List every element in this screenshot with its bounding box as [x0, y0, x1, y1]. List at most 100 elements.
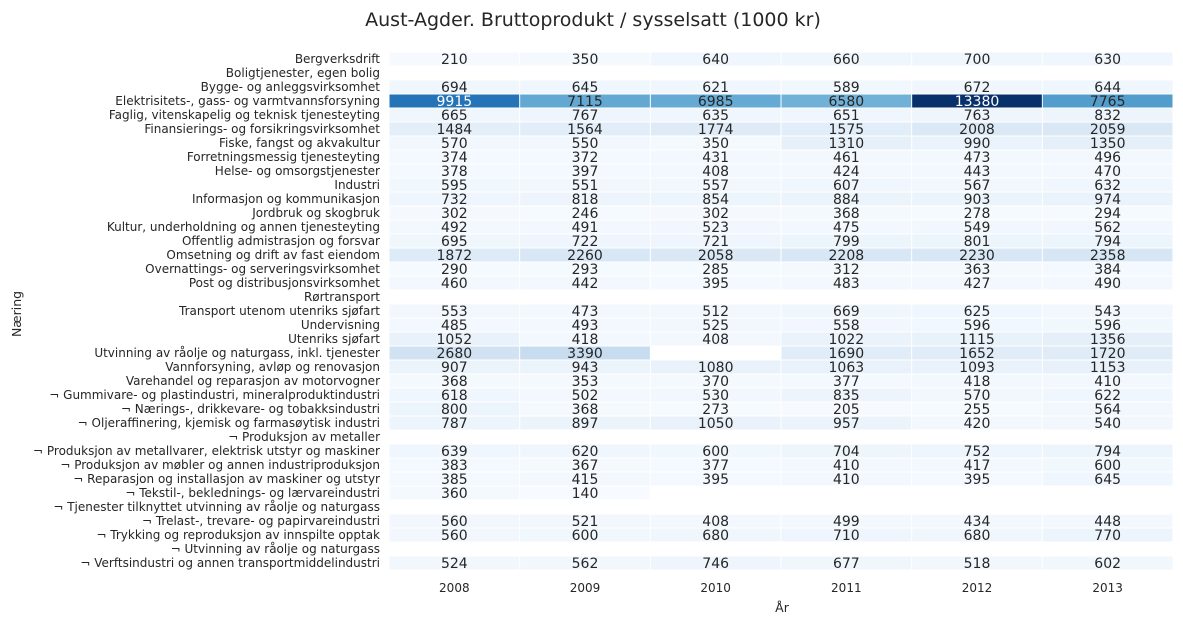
heatmap-cell [1042, 304, 1173, 318]
cell-value-label: 290 [441, 262, 468, 278]
cell-value-label: 551 [572, 178, 599, 194]
heatmap-cell [781, 472, 912, 486]
heatmap-cell [1042, 388, 1173, 402]
heatmap-cell [389, 472, 520, 486]
cell-value-label: 607 [833, 178, 860, 194]
cell-value-label: 1356 [1090, 332, 1126, 348]
cell-value-label: 907 [441, 360, 468, 376]
cell-value-label: 427 [964, 276, 991, 292]
cell-value-label: 397 [572, 164, 599, 180]
cell-value-label: 562 [572, 556, 599, 572]
cell-value-label: 448 [1094, 514, 1121, 530]
cell-value-label: 525 [702, 318, 729, 334]
cell-value-label: 521 [572, 514, 599, 530]
y-tick-label: Varehandel og reparasjon av motorvogner [126, 374, 380, 388]
heatmap-cell [389, 388, 520, 402]
y-tick-label: Jordbruk og skogbruk [251, 206, 380, 220]
cell-value-label: 418 [964, 374, 991, 390]
heatmap-cell [650, 556, 781, 570]
y-tick-label: ¬ Produksjon av møbler og annen industri… [60, 458, 380, 472]
heatmap-cell [650, 80, 781, 94]
heatmap-cell [912, 136, 1042, 150]
y-tick-label: ¬ Tekstil-, beklednings- og lærvareindus… [125, 486, 380, 500]
heatmap-cell [781, 528, 912, 542]
cell-value-label: 799 [833, 234, 860, 250]
cell-value-label: 410 [833, 472, 860, 488]
cell-value-label: 1350 [1090, 136, 1126, 152]
cell-value-label: 651 [833, 108, 860, 124]
cell-value-label: 470 [1094, 164, 1121, 180]
heatmap-cell [912, 164, 1042, 178]
heatmap-cell [912, 262, 1042, 276]
cell-value-label: 395 [964, 472, 991, 488]
cell-value-label: 632 [1094, 178, 1121, 194]
cell-value-label: 360 [441, 486, 468, 502]
heatmap-cell [781, 388, 912, 402]
heatmap-cell [520, 416, 650, 430]
y-axis-title: Næring [9, 291, 24, 337]
cell-value-label: 491 [572, 220, 599, 236]
cell-value-label: 2008 [959, 122, 995, 138]
cell-value-label: 9915 [437, 94, 473, 110]
cell-value-label: 680 [964, 528, 991, 544]
cell-value-label: 1564 [567, 122, 603, 138]
heatmap-cell [912, 528, 1042, 542]
cell-value-label: 293 [572, 262, 599, 278]
cell-value-label: 557 [702, 178, 729, 194]
y-tick-label: ¬ Utvinning av råolje og naturgass [171, 542, 380, 556]
cell-value-label: 801 [964, 234, 991, 250]
heatmap-cell [650, 248, 781, 262]
cell-value-label: 512 [702, 304, 729, 320]
heatmap-cell [520, 136, 650, 150]
heatmap-cell [650, 360, 781, 374]
cell-value-label: 800 [441, 402, 468, 418]
cell-value-label: 680 [702, 528, 729, 544]
heatmap-cell [781, 164, 912, 178]
heatmap-cell [781, 108, 912, 122]
heatmap-cell [520, 346, 650, 360]
cell-value-label: 622 [1094, 388, 1121, 404]
heatmap-cell [912, 346, 1042, 360]
heatmap-cell [1042, 150, 1173, 164]
cell-value-label: 672 [964, 80, 991, 96]
y-tick-label: Omsetning og drift av fast eiendom [166, 248, 380, 262]
cell-value-label: 570 [964, 388, 991, 404]
y-tick-label: ¬ Nærings-, drikkevare- og tobakksindust… [121, 402, 380, 416]
heatmap-cell [781, 304, 912, 318]
heatmap-cell [650, 192, 781, 206]
cell-value-label: 418 [572, 332, 599, 348]
heatmap-cell [781, 402, 912, 416]
heatmap-cell [912, 360, 1042, 374]
cell-value-label: 818 [572, 192, 599, 208]
heatmap-cell [912, 416, 1042, 430]
cell-value-label: 420 [964, 416, 991, 432]
heatmap-cell [1042, 80, 1173, 94]
heatmap-cell [912, 514, 1042, 528]
heatmap-cell [912, 472, 1042, 486]
cell-value-label: 763 [964, 108, 991, 124]
cell-value-label: 408 [702, 164, 729, 180]
cell-value-label: 595 [441, 178, 468, 194]
cell-value-label: 660 [833, 52, 860, 68]
heatmap-cell [650, 514, 781, 528]
heatmap-cell [1042, 556, 1173, 570]
cell-value-label: 1652 [959, 346, 995, 362]
cell-value-label: 752 [964, 444, 991, 460]
heatmap-cell [389, 262, 520, 276]
heatmap-cell [389, 444, 520, 458]
cell-value-label: 600 [1094, 458, 1121, 474]
y-tick-label: Boligtjenester, egen bolig [226, 66, 380, 80]
heatmap-cell [520, 486, 650, 500]
cell-value-label: 600 [572, 528, 599, 544]
heatmap-cell [520, 458, 650, 472]
heatmap-cell [650, 458, 781, 472]
heatmap-cell [389, 108, 520, 122]
heatmap-cell [781, 332, 912, 346]
y-tick-label: ¬ Tjenester tilknyttet utvinning av råol… [53, 500, 380, 514]
cell-value-label: 140 [572, 486, 599, 502]
heatmap-cell [1042, 416, 1173, 430]
cell-value-label: 618 [441, 388, 468, 404]
y-tick-label: ¬ Trykking og reproduksjon av innspilte … [96, 528, 380, 542]
